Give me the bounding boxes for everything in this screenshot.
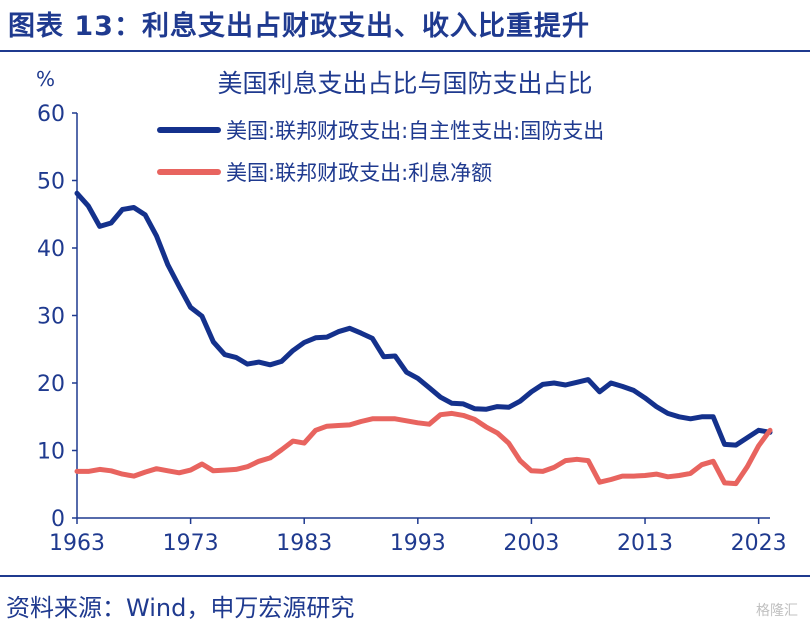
chart-series bbox=[74, 190, 773, 487]
series-line-2 bbox=[74, 410, 773, 487]
y-axis-label: % bbox=[36, 67, 55, 91]
x-tick-label: 2003 bbox=[503, 531, 559, 556]
source-note: 资料来源：Wind，申万宏源研究 bbox=[6, 594, 355, 622]
line-chart: 0 10 20 30 40 50 60 1963 1973 1983 1993 2003 2013 202… bbox=[36, 67, 787, 556]
chart-title: 美国利息支出占比与国防支出占比 bbox=[217, 69, 592, 98]
y-tick-label: 40 bbox=[37, 237, 65, 262]
series-line-1 bbox=[74, 190, 773, 448]
y-tick-label: 60 bbox=[37, 102, 65, 127]
y-tick-label: 10 bbox=[37, 440, 65, 465]
x-tick-label: 2013 bbox=[617, 531, 673, 556]
watermark-logo: 格隆汇 bbox=[756, 603, 798, 619]
x-tick-label: 1993 bbox=[390, 531, 446, 556]
legend-label-1: 美国:联邦财政支出:自主性支出:国防支出 bbox=[226, 119, 604, 143]
x-tick-label: 1963 bbox=[49, 531, 105, 556]
x-tick-label: 2023 bbox=[731, 531, 787, 556]
x-tick-label: 1983 bbox=[276, 531, 332, 556]
source-divider bbox=[0, 575, 810, 577]
y-tick-label: 50 bbox=[37, 170, 65, 195]
legend-label-2: 美国:联邦财政支出:利息净额 bbox=[226, 161, 492, 185]
x-tick-label: 1973 bbox=[163, 531, 219, 556]
title-divider bbox=[0, 50, 810, 52]
chart-axes: 0 10 20 30 40 50 60 1963 1973 1983 1993 2003 2013 202… bbox=[37, 102, 787, 556]
y-tick-label: 20 bbox=[37, 372, 65, 397]
y-tick-label: 30 bbox=[37, 305, 65, 330]
figure-title: 图表 13：利息支出占财政支出、收入比重提升 bbox=[8, 11, 590, 42]
y-tick-label: 0 bbox=[51, 507, 65, 532]
